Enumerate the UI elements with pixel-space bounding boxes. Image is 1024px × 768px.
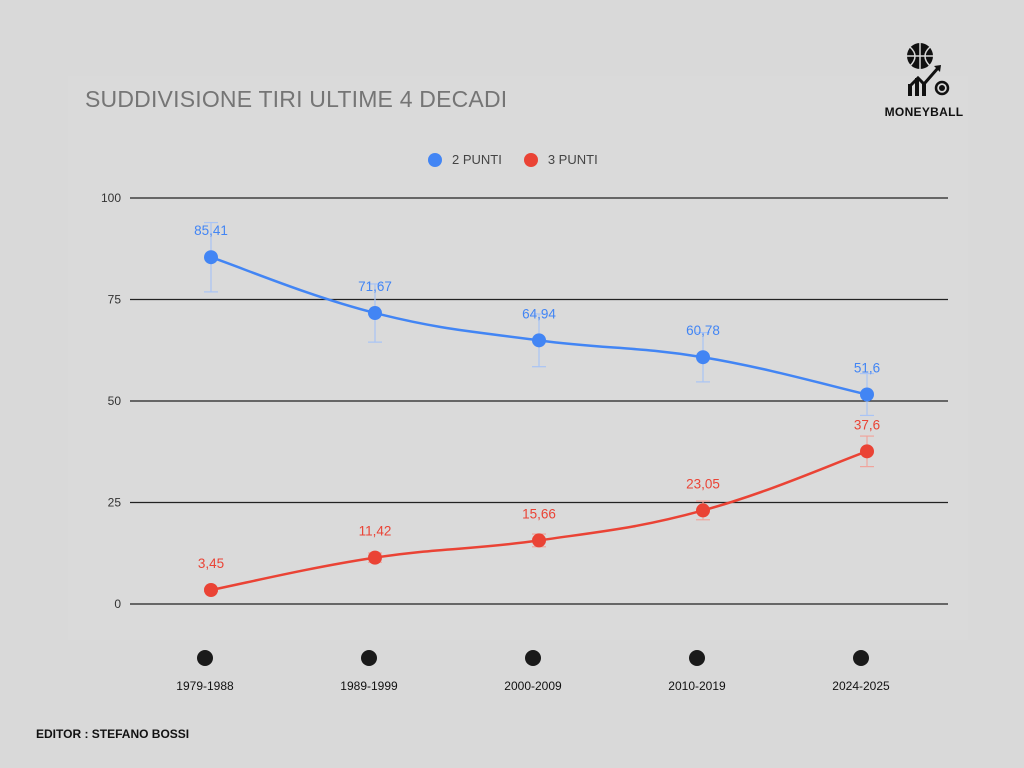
data-point [368, 306, 382, 321]
data-label: 60,78 [686, 323, 720, 338]
data-point [204, 250, 218, 265]
x-category-dot [689, 650, 705, 666]
data-point [860, 387, 874, 402]
data-label: 37,6 [854, 417, 880, 432]
data-label: 85,41 [194, 223, 228, 238]
y-tick-label: 25 [108, 496, 122, 510]
y-tick-label: 50 [108, 394, 122, 408]
chart-title: SUDDIVISIONE TIRI ULTIME 4 DECADI [85, 86, 508, 112]
data-point [696, 350, 710, 365]
data-point [532, 533, 546, 548]
x-category-dot [853, 650, 869, 666]
data-label: 15,66 [522, 506, 556, 521]
x-tick-label: 2000-2009 [504, 679, 562, 693]
x-tick-label: 1989-1999 [340, 679, 398, 693]
legend: 2 PUNTI 3 PUNTI [428, 152, 620, 167]
y-tick-label: 75 [108, 293, 122, 307]
data-point [532, 333, 546, 348]
x-tick-label: 2010-2019 [668, 679, 726, 693]
basketball-chart-icon [907, 43, 950, 96]
x-category-dot [361, 650, 377, 666]
data-point [204, 582, 218, 597]
editor-credit: EDITOR : STEFANO BOSSI [36, 727, 190, 741]
y-tick-label: 0 [114, 597, 121, 611]
data-label: 3,45 [198, 556, 224, 571]
data-label: 11,42 [359, 524, 392, 539]
data-point [696, 503, 710, 518]
logo-text: MONEYBALL [884, 105, 964, 119]
legend-item-2-punti: 2 PUNTI [428, 152, 502, 167]
x-tick-label: 2024-2025 [832, 679, 890, 693]
data-point [368, 550, 382, 565]
legend-label: 3 PUNTI [547, 152, 598, 167]
chart-panel [68, 76, 968, 640]
moneyball-logo: MONEYBALL [876, 42, 972, 119]
legend-label: 2 PUNTI [452, 152, 502, 167]
data-label: 64,94 [522, 306, 556, 321]
legend-marker-3-punti [523, 152, 538, 167]
data-label: 71,67 [358, 279, 392, 294]
data-point [860, 444, 874, 459]
data-label: 23,05 [686, 476, 720, 491]
legend-item-3-punti: 3 PUNTI [523, 152, 598, 167]
data-label: 51,6 [854, 361, 880, 376]
x-category-dot [525, 650, 541, 666]
y-tick-label: 100 [101, 191, 121, 205]
x-tick-label: 1979-1988 [176, 679, 234, 693]
legend-marker-2-punti [428, 152, 442, 167]
x-category-dot [197, 650, 213, 666]
